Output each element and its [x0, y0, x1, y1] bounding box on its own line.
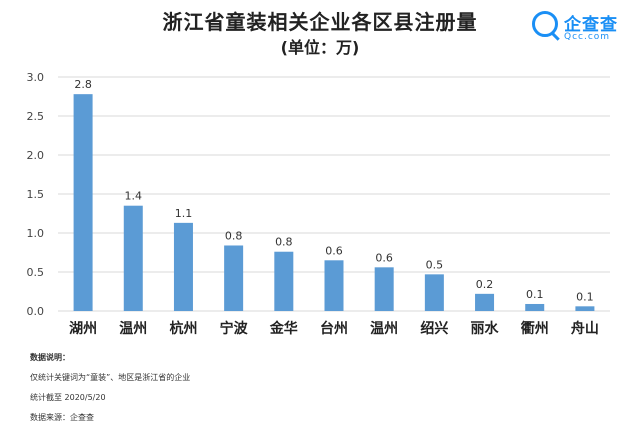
bar [324, 260, 344, 311]
bar [173, 222, 193, 311]
y-tick-label: 0.5 [27, 266, 45, 279]
y-tick-label: 3.0 [27, 71, 45, 84]
bar [374, 267, 394, 311]
data-label: 0.6 [375, 251, 393, 264]
chart-subtitle: (单位：万) [280, 38, 360, 57]
data-label: 0.1 [526, 288, 544, 301]
bar [424, 274, 444, 311]
bar [475, 293, 495, 311]
category-label: 丽水 [471, 320, 500, 337]
category-label: 金华 [269, 320, 298, 337]
bar [73, 94, 93, 311]
y-tick-label: 0.0 [27, 305, 45, 318]
category-label: 舟山 [571, 320, 599, 337]
data-label: 0.8 [225, 229, 243, 242]
y-tick-label: 2.0 [27, 149, 45, 162]
logo-name: 企查查 [564, 15, 618, 35]
bar-chart: 0.0 0.5 1.0 1.5 2.0 2.5 3.0 2.8 湖州 1.4 温州 1.1 杭州 0.8 宁… [27, 71, 610, 337]
notes-heading: 数据说明： [30, 353, 70, 362]
data-label: 0.5 [426, 258, 444, 271]
data-label: 0.1 [576, 290, 594, 303]
qcc-logo: 企查查 Qcc.com [532, 10, 632, 46]
bar [123, 205, 143, 311]
bar [224, 245, 244, 311]
category-label: 温州 [370, 321, 398, 337]
bar [274, 251, 294, 311]
notes-as-of: 统计截至 2020/5/20 [30, 393, 106, 402]
category-label: 绍兴 [420, 320, 448, 337]
y-tick-label: 2.5 [27, 110, 45, 123]
data-label: 1.1 [175, 207, 193, 220]
category-label: 温州 [119, 321, 147, 337]
data-label: 0.2 [476, 278, 494, 291]
bar [575, 306, 595, 311]
y-tick-label: 1.0 [27, 227, 45, 240]
category-label: 湖州 [69, 321, 97, 337]
magnifier-logo-icon [532, 11, 558, 37]
data-label: 2.8 [74, 78, 92, 91]
category-label: 台州 [320, 320, 348, 337]
category-label: 宁波 [220, 320, 249, 337]
chart-title: 浙江省童装相关企业各区县注册量 [162, 10, 478, 34]
data-label: 0.6 [325, 244, 343, 257]
y-tick-label: 1.5 [27, 188, 45, 201]
data-label: 0.8 [275, 236, 293, 249]
data-label: 1.4 [125, 190, 143, 203]
category-label: 杭州 [169, 320, 197, 337]
notes-scope: 仅统计关键词为“童装”、地区是浙江省的企业 [30, 373, 191, 382]
logo-domain: Qcc.com [564, 32, 611, 42]
category-label: 衢州 [521, 320, 549, 337]
bar [525, 303, 545, 311]
notes-source: 数据来源：企查查 [30, 413, 94, 422]
